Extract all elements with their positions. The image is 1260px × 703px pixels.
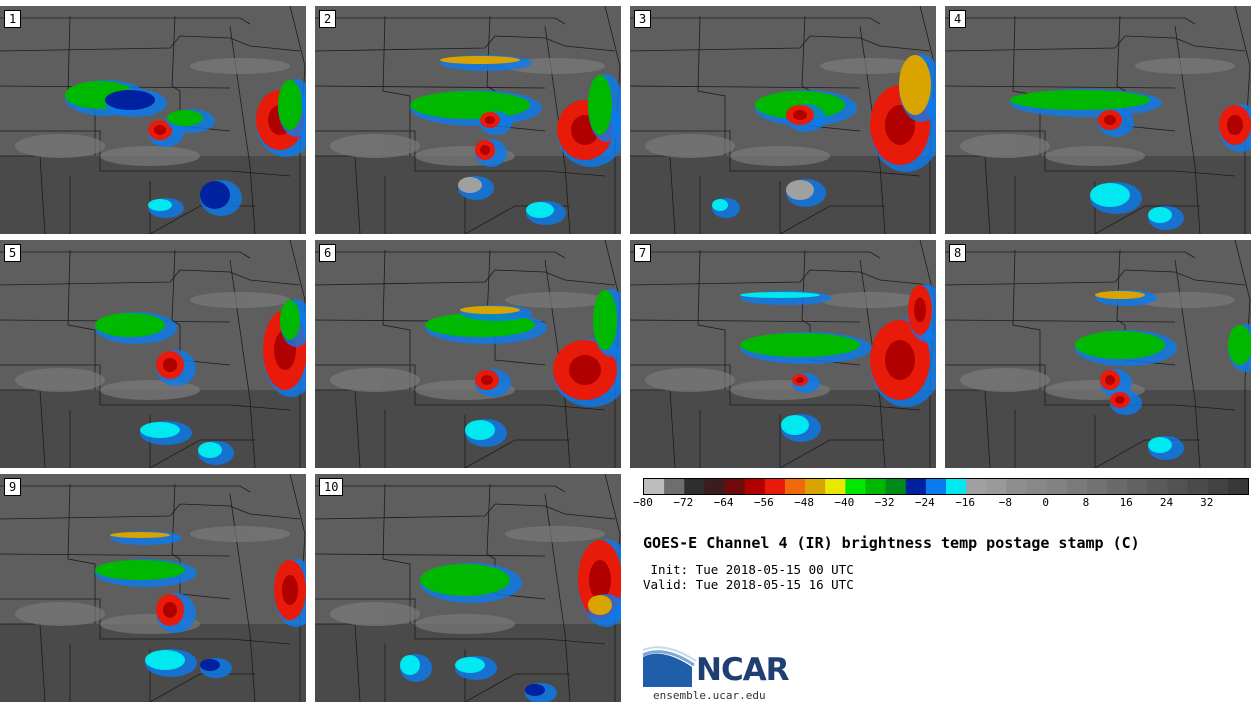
forecast-panel: 10 xyxy=(315,474,621,702)
figure-title: GOES-E Channel 4 (IR) brightness temp po… xyxy=(643,534,1140,552)
colorbar-swatch xyxy=(865,479,887,494)
colorbar-tick-label: 8 xyxy=(1082,496,1090,509)
colorbar-swatch xyxy=(966,479,987,494)
colorbar-tick-label: −16 xyxy=(955,496,976,509)
colorbar-tick-label: −56 xyxy=(753,496,774,509)
logo-url: ensemble.ucar.edu xyxy=(653,689,766,702)
forecast-panel: 8 xyxy=(945,240,1251,468)
forecast-panel: 3 xyxy=(630,6,936,234)
colorbar-swatch xyxy=(764,479,786,494)
panel-number: 2 xyxy=(319,10,337,28)
ncar-logo-text: NCAR xyxy=(696,652,790,688)
colorbar-swatch xyxy=(1187,479,1209,494)
colorbar-swatch xyxy=(1207,479,1229,494)
map-image xyxy=(315,6,621,234)
panel-number: 10 xyxy=(319,478,344,496)
colorbar-swatch xyxy=(784,479,806,494)
forecast-panel: 6 xyxy=(315,240,621,468)
ncar-logo-icon xyxy=(642,646,697,687)
colorbar-swatch xyxy=(1147,479,1168,494)
colorbar-tick-label: −8 xyxy=(998,496,1013,509)
colorbar-swatch xyxy=(644,479,665,494)
map-image xyxy=(315,240,621,468)
colorbar-swatch xyxy=(664,479,685,494)
forecast-panel: 1 xyxy=(0,6,306,234)
map-image xyxy=(945,6,1251,234)
colorbar-swatch xyxy=(1227,479,1248,494)
colorbar-tick-label: −32 xyxy=(874,496,895,509)
map-image xyxy=(630,240,936,468)
colorbar-swatch xyxy=(724,479,746,494)
colorbar-tick-label: −72 xyxy=(673,496,694,509)
panel-number: 9 xyxy=(4,478,22,496)
panel-number: 1 xyxy=(4,10,22,28)
colorbar-swatch xyxy=(805,479,826,494)
valid-time: Valid: Tue 2018-05-15 16 UTC xyxy=(643,577,854,592)
panel-number: 6 xyxy=(319,244,337,262)
panel-number: 8 xyxy=(949,244,967,262)
map-image xyxy=(315,474,621,702)
colorbar xyxy=(643,478,1249,495)
map-image xyxy=(0,474,306,702)
panel-number: 7 xyxy=(634,244,652,262)
forecast-panel: 4 xyxy=(945,6,1251,234)
colorbar-tick-label: −40 xyxy=(834,496,855,509)
colorbar-swatch xyxy=(684,479,705,494)
map-image xyxy=(630,6,936,234)
panel-number: 3 xyxy=(634,10,652,28)
colorbar-tick-label: −64 xyxy=(713,496,734,509)
colorbar-swatch xyxy=(925,479,947,494)
colorbar-swatch xyxy=(1066,479,1088,494)
colorbar-swatch xyxy=(744,479,766,494)
map-image xyxy=(945,240,1251,468)
colorbar-swatch xyxy=(905,479,927,494)
colorbar-swatch xyxy=(1046,479,1068,494)
panel-number: 5 xyxy=(4,244,22,262)
colorbar-swatch xyxy=(1107,479,1128,494)
colorbar-swatch xyxy=(885,479,907,494)
colorbar-swatch xyxy=(986,479,1007,494)
panel-number: 4 xyxy=(949,10,967,28)
colorbar-tick-label: 24 xyxy=(1159,496,1174,509)
colorbar-swatch xyxy=(946,479,967,494)
map-image xyxy=(0,6,306,234)
colorbar-tick-label: −24 xyxy=(914,496,935,509)
init-time: Init: Tue 2018-05-15 00 UTC xyxy=(643,562,854,577)
colorbar-tick-label: −80 xyxy=(633,496,653,509)
colorbar-swatch xyxy=(1026,479,1048,494)
colorbar-swatch xyxy=(1167,479,1189,494)
colorbar-tick-label: −48 xyxy=(794,496,814,509)
forecast-panel: 2 xyxy=(315,6,621,234)
map-image xyxy=(0,240,306,468)
colorbar-swatch xyxy=(1086,479,1108,494)
forecast-panel: 5 xyxy=(0,240,306,468)
colorbar-tick-label: 32 xyxy=(1200,496,1214,509)
colorbar-swatch xyxy=(704,479,726,494)
colorbar-swatch xyxy=(845,479,866,494)
colorbar-ticks: −80 −72 −64 −56 −48 −40 −32 −24 −16 −8 0 8 16 24 32 xyxy=(633,496,1247,512)
colorbar-tick-label: 0 xyxy=(1042,496,1049,509)
forecast-panel: 7 xyxy=(630,240,936,468)
forecast-panel: 9 xyxy=(0,474,306,702)
colorbar-swatch xyxy=(1006,479,1028,494)
colorbar-swatch xyxy=(1127,479,1148,494)
colorbar-tick-label: 16 xyxy=(1119,496,1133,509)
colorbar-swatch xyxy=(825,479,846,494)
